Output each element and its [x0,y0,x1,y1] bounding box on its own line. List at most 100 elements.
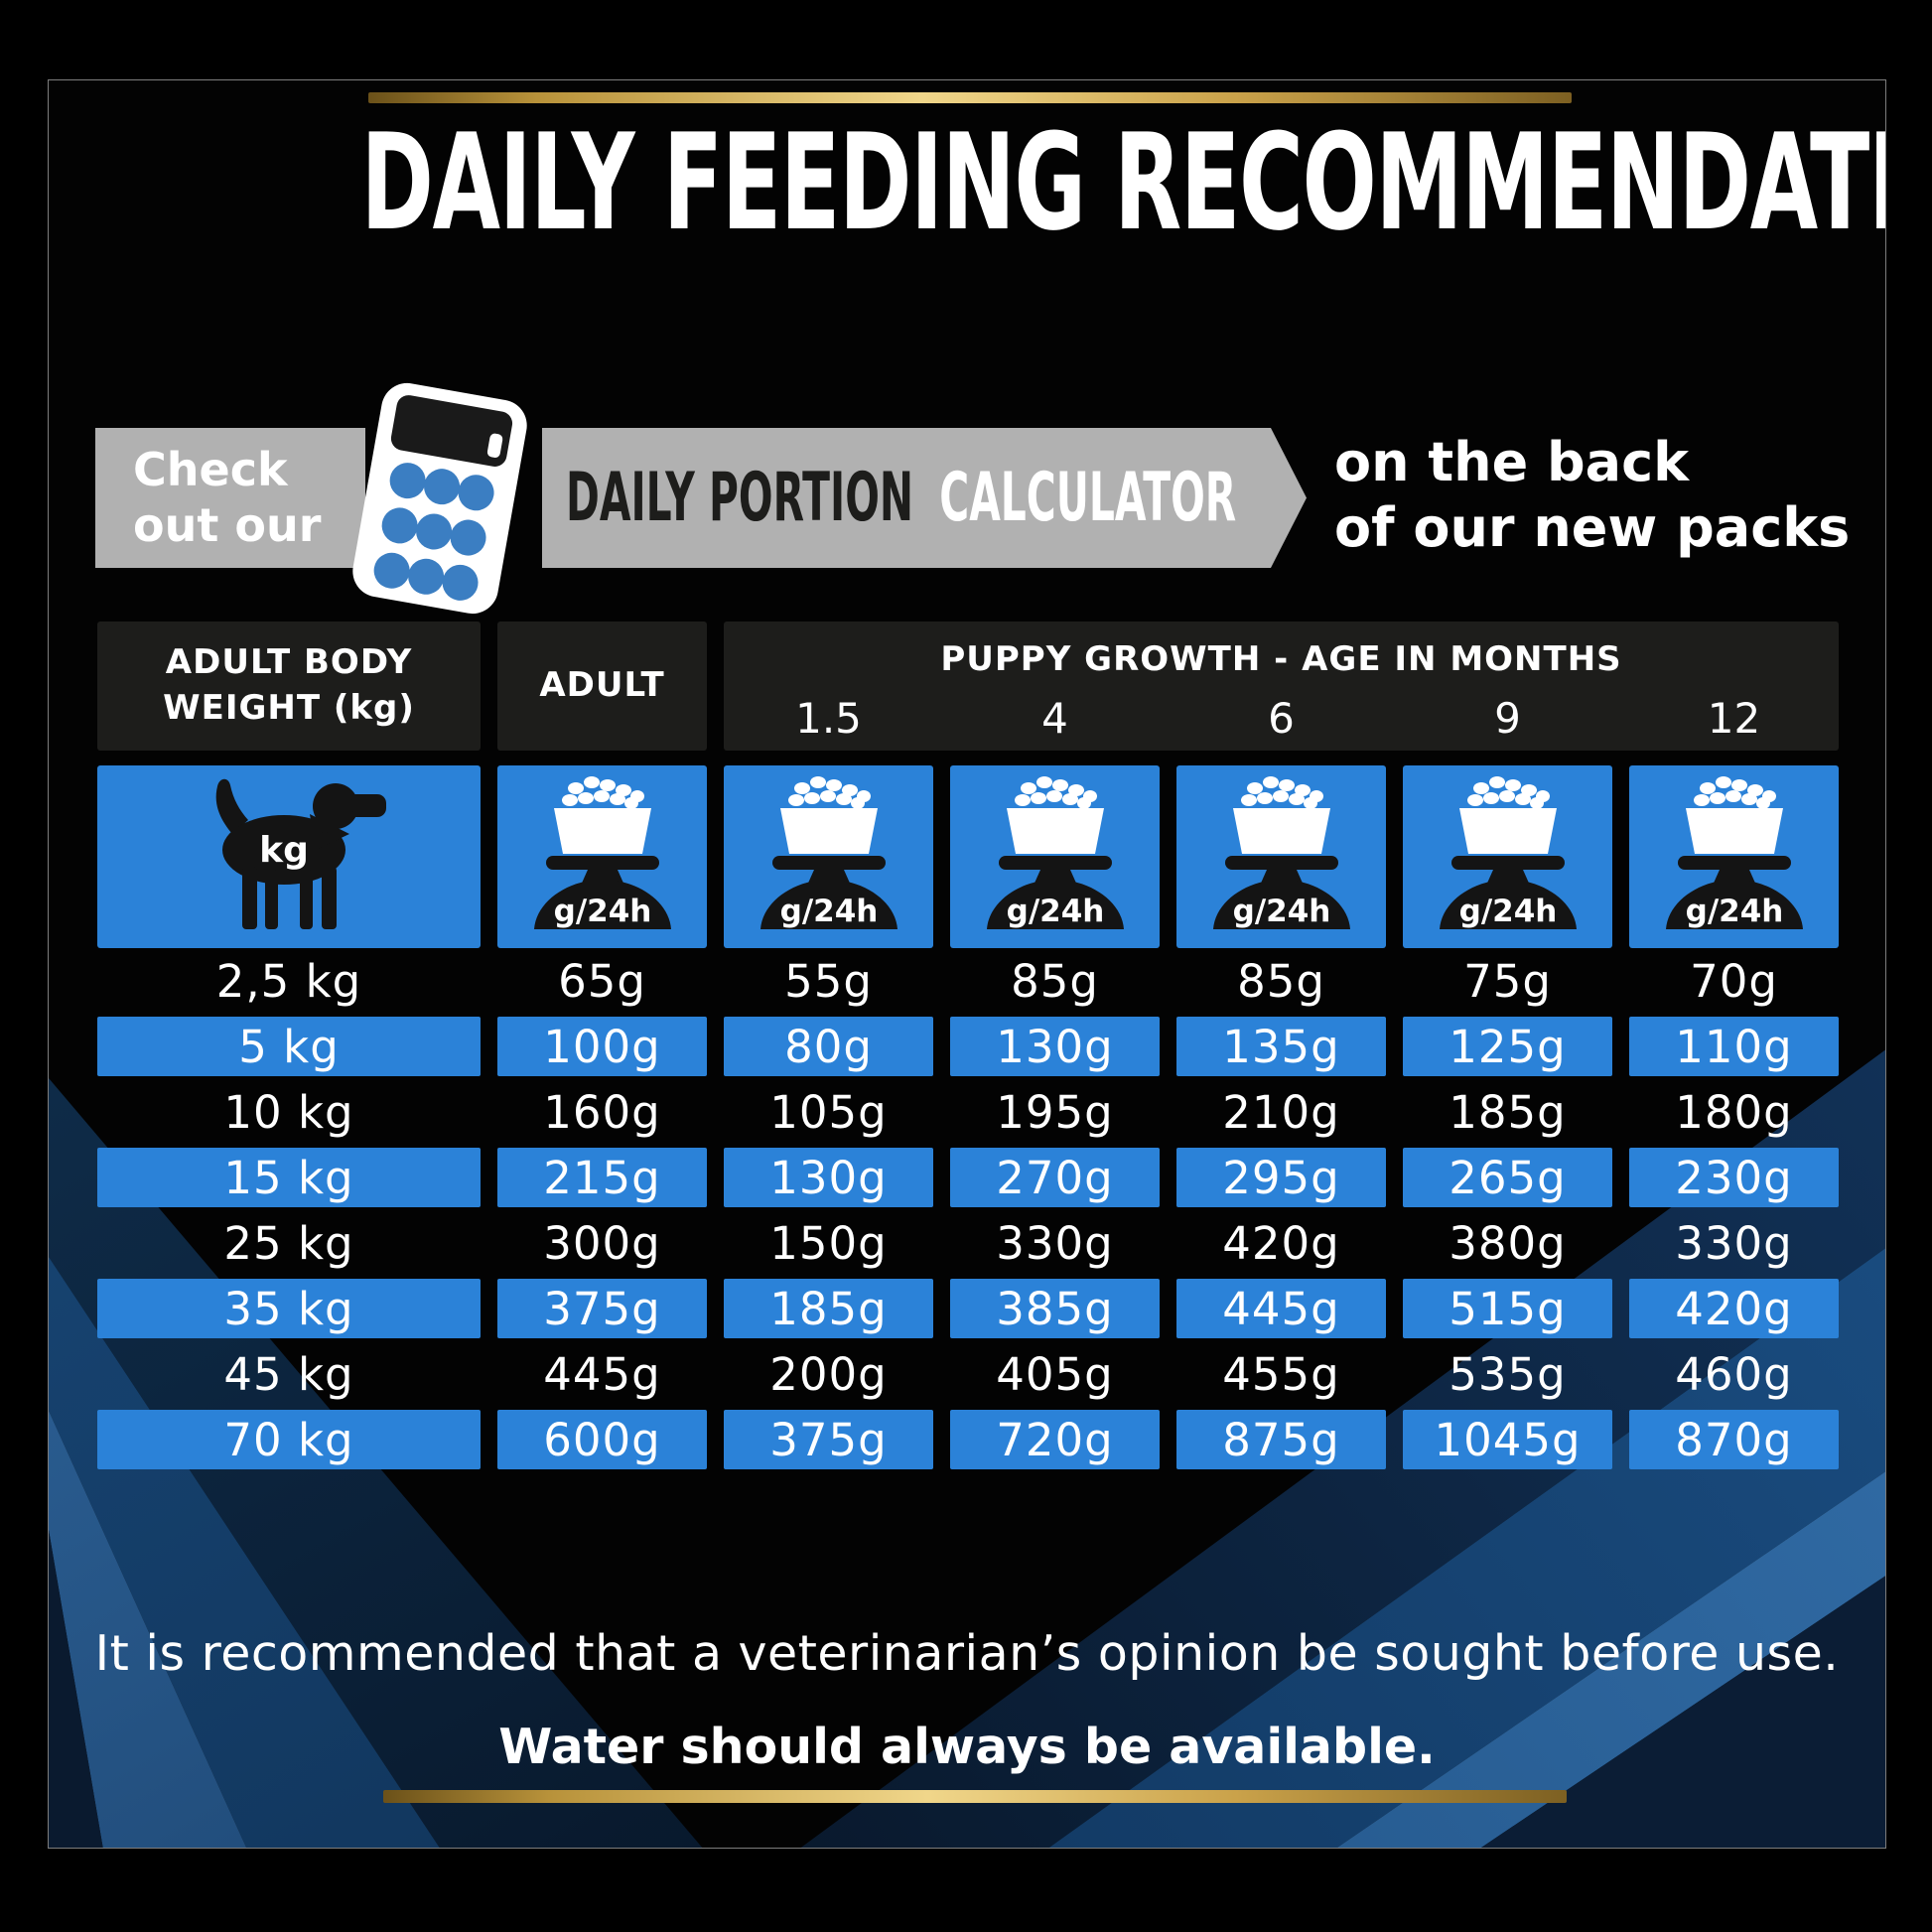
portion-scale-cell-9: g/24h [1403,765,1612,948]
check-line2: out our [133,497,322,552]
table-cell: 130g [724,1148,933,1207]
table-cell: 515g [1403,1279,1612,1338]
table-cell: 385g [950,1279,1160,1338]
table-cell: 55g [784,954,873,1008]
age-9: 9 [1494,694,1521,743]
table-cell: 185g [1449,1085,1567,1139]
unit-label: g/24h [1232,894,1330,929]
table-cell: 265g [1403,1148,1612,1207]
row-weight: 70 kg [97,1410,481,1469]
age-4: 4 [1041,694,1068,743]
table-cell: 295g [1176,1148,1386,1207]
packaging-panel: DAILY FEEDING RECOMMENDATION Check out o… [48,79,1886,1849]
header-adult: ADULT [497,621,707,751]
puppy-age-labels: 1.5 4 6 9 12 [724,694,1839,743]
row-weight: 35 kg [97,1279,481,1338]
age-12: 12 [1707,694,1761,743]
banner-arrow: DAILY PORTION CALCULATOR [542,428,1307,568]
table-cell: 70g [1690,954,1778,1008]
table-cell: 210g [1222,1085,1340,1139]
table-cell: 135g [1176,1017,1386,1076]
table-row: 70 kg 600g 375g 720g 875g 1045g 870g [97,1407,1840,1472]
table-cell: 200g [769,1347,888,1401]
gold-rule-top [368,92,1572,103]
table-cell: 75g [1463,954,1552,1008]
food-scale-icon: g/24h [759,776,897,929]
table-cell: 185g [724,1279,933,1338]
row-weight: 2,5 kg [215,954,362,1008]
table-cell: 110g [1629,1017,1839,1076]
table-cell: 100g [497,1017,707,1076]
check-line1: Check [133,443,288,497]
page-title: DAILY FEEDING RECOMMENDATION [360,105,1886,260]
unit-label: g/24h [1006,894,1104,929]
calculator-screen [390,395,513,467]
table-cell: 195g [996,1085,1114,1139]
header-body-weight: ADULT BODY WEIGHT (kg) [97,621,481,751]
calculator-icon [346,376,533,620]
table-cell: 300g [543,1216,661,1270]
table-cell: 375g [724,1410,933,1469]
table-row: 35 kg 375g 185g 385g 445g 515g 420g [97,1276,1840,1341]
portion-scale-cell-4: g/24h [950,765,1160,948]
header-puppy-growth: PUPPY GROWTH - AGE IN MONTHS 1.5 4 6 9 1… [724,621,1839,751]
table-cell: 445g [543,1347,661,1401]
portion-scale-cell-12: g/24h [1629,765,1839,948]
table-row: 45 kg 445g 200g 405g 455g 535g 460g [97,1341,1840,1407]
table-header-row: ADULT BODY WEIGHT (kg) ADULT PUPPY GROWT… [97,621,1840,751]
table-row: 2,5 kg 65g 55g 85g 85g 75g 70g [97,948,1840,1014]
banner-right-line2: of our new packs [1334,495,1851,559]
table-cell: 330g [996,1216,1114,1270]
table-cell: 180g [1675,1085,1793,1139]
table-cell: 85g [1011,954,1099,1008]
row-weight: 5 kg [97,1017,481,1076]
table-cell: 65g [558,954,646,1008]
table-cell: 405g [996,1347,1114,1401]
table-cell: 420g [1629,1279,1839,1338]
gold-rule-bottom [383,1790,1567,1803]
calculator-buttons [373,463,494,601]
table-cell: 420g [1222,1216,1340,1270]
dog-icon: kg [215,778,386,929]
dog-kg-label: kg [259,830,309,871]
vet-advice-text: It is recommended that a veterinarian’s … [94,1625,1840,1682]
table-cell: 1045g [1403,1410,1612,1469]
table-cell: 870g [1629,1410,1839,1469]
food-scale-icon: g/24h [1439,776,1577,929]
unit-label: g/24h [553,894,651,929]
table-cell: 380g [1449,1216,1567,1270]
water-advice-text: Water should always be available. [498,1719,1436,1775]
unit-label: g/24h [1458,894,1557,929]
table-cell: 125g [1403,1017,1612,1076]
table-row: 15 kg 215g 130g 270g 295g 265g 230g [97,1145,1840,1210]
table-cell: 330g [1675,1216,1793,1270]
daily-portion-label: DAILY PORTION [566,459,914,537]
table-cell: 375g [497,1279,707,1338]
unit-label: g/24h [779,894,878,929]
table-row: 5 kg 100g 80g 130g 135g 125g 110g [97,1014,1840,1079]
table-cell: 230g [1629,1148,1839,1207]
daily-portion-calculator-label: DAILY PORTION CALCULATOR [566,459,1236,537]
table-row: 10 kg 160g 105g 195g 210g 185g 180g [97,1079,1840,1145]
table-cell: 445g [1176,1279,1386,1338]
table-cell: 130g [950,1017,1160,1076]
icon-row: kg g/24h [97,765,1840,948]
age-1-5: 1.5 [795,694,862,743]
feeding-table: ADULT BODY WEIGHT (kg) ADULT PUPPY GROWT… [97,621,1840,1472]
row-weight: 45 kg [223,1347,354,1401]
table-cell: 270g [950,1148,1160,1207]
portion-scale-cell-adult: g/24h [497,765,707,948]
table-cell: 460g [1675,1347,1793,1401]
row-weight: 10 kg [223,1085,354,1139]
table-cell: 150g [769,1216,888,1270]
banner-right-text: on the back of our new packs [1334,430,1875,561]
table-cell: 105g [769,1085,888,1139]
table-cell: 535g [1449,1347,1567,1401]
dog-weight-cell: kg [97,765,481,948]
food-scale-icon: g/24h [1665,776,1803,929]
calculator-label: CALCULATOR [939,459,1237,537]
table-cell: 455g [1222,1347,1340,1401]
banner-right-line1: on the back [1334,431,1690,493]
table-row: 25 kg 300g 150g 330g 420g 380g 330g [97,1210,1840,1276]
age-6: 6 [1268,694,1295,743]
